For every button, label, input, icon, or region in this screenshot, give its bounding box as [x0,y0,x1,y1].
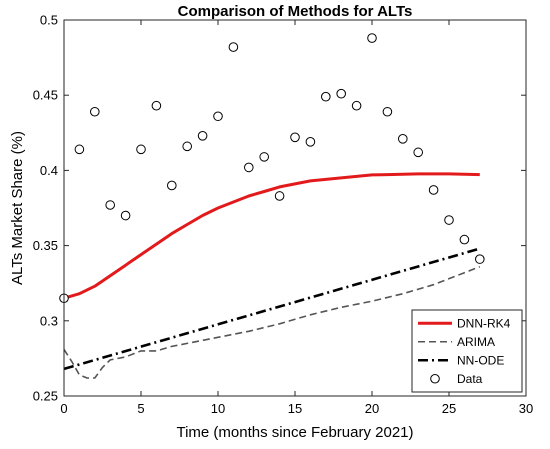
data-point [274,191,285,201]
data-point [259,152,270,162]
x-tick-label: 25 [442,401,456,416]
data-point [120,210,131,221]
tick-layer: 0 5 10 15 20 25 30 0.25 0.3 0.35 0.4 0.45 0.5 [33,13,534,417]
data-point [367,33,377,43]
y-tick-label: 0.35 [33,238,58,253]
data-point [105,200,115,210]
data-point [182,141,192,152]
legend-label: ARIMA [457,335,495,349]
data-point [336,88,347,99]
data-point [74,144,85,155]
data-point [382,106,393,117]
data-point [413,147,424,158]
data-point [167,180,177,191]
y-tick-label: 0.3 [40,313,58,328]
data-point [475,254,485,264]
y-tick-label: 0.4 [40,163,58,178]
y-axis-label: ALTs Market Share (%) [9,131,26,285]
chart-title: Comparison of Methods for ALTs [178,3,413,20]
series-layer [59,33,485,379]
y-tick-label: 0.5 [40,13,58,28]
data-point [213,111,223,122]
y-tick-label: 0.45 [33,88,58,103]
data-point [398,134,408,144]
x-tick-label: 30 [519,401,533,416]
nn-ode-line [63,247,481,371]
data-point [351,100,362,111]
legend-label: NN-ODE [457,354,504,368]
data-point [428,185,439,195]
data-point [197,131,208,141]
y-tick-label: 0.25 [33,389,58,404]
legend: DNN-RK4 ARIMA NN-ODE Data [411,309,523,393]
x-tick-label: 10 [211,401,225,416]
data-point [444,215,454,225]
arima-line [63,265,481,379]
data-point [459,234,470,245]
data-point [305,137,316,147]
data-point [228,42,239,52]
data-point [90,106,100,117]
x-tick-label: 15 [288,401,302,416]
legend-label: Data [457,372,483,386]
data-point [151,100,162,111]
data-point [136,144,146,155]
dnn-rk4-line [63,172,480,300]
legend-label: DNN-RK4 [457,317,511,331]
data-point [290,132,300,143]
data-point [321,91,331,102]
legend-swatch-data [430,373,440,384]
x-tick-label: 0 [60,401,67,416]
data-point [244,162,254,173]
x-tick-label: 20 [365,401,379,416]
x-axis-label: Time (months since February 2021) [176,424,413,441]
x-tick-label: 5 [137,401,144,416]
